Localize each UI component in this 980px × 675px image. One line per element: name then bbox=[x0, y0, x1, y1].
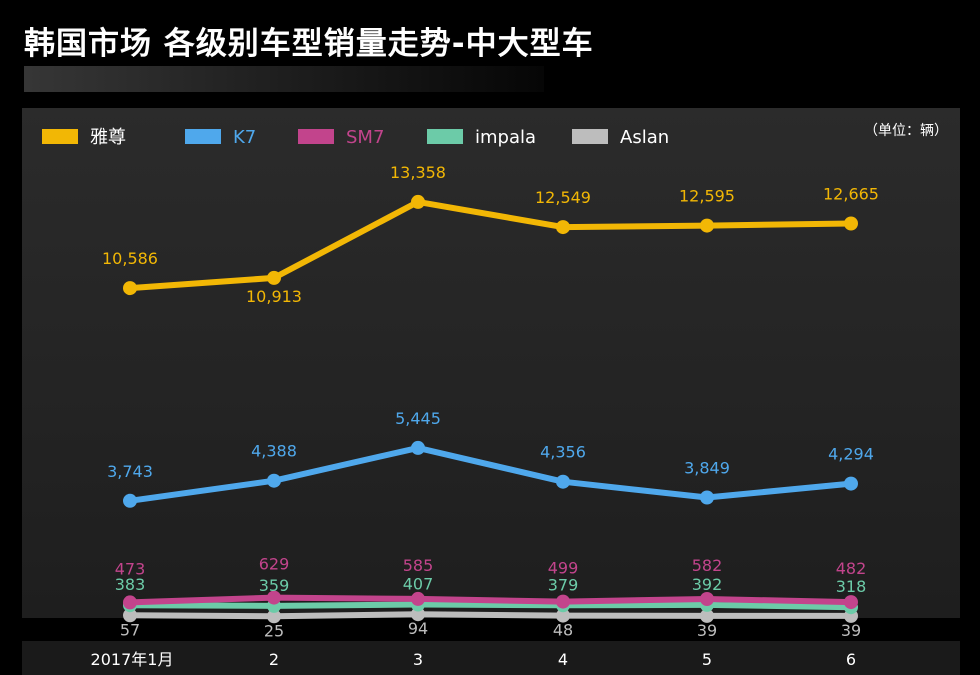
data-point bbox=[556, 220, 570, 235]
data-point bbox=[123, 608, 137, 623]
data-point bbox=[556, 608, 570, 623]
data-label: 10,586 bbox=[102, 249, 158, 268]
data-point bbox=[700, 608, 714, 623]
data-point bbox=[123, 595, 137, 610]
data-label: 39 bbox=[697, 621, 717, 640]
data-point bbox=[411, 440, 425, 455]
data-point bbox=[267, 609, 281, 624]
unit-label: （单位：辆） bbox=[864, 123, 948, 139]
data-label: 3,743 bbox=[107, 462, 153, 481]
series-labels-0: 10,586 10,913 13,358 12,549 12,595 12,665 bbox=[102, 163, 879, 306]
x-axis-strip bbox=[22, 641, 960, 675]
data-point bbox=[844, 595, 858, 610]
x-tick-label: 4 bbox=[558, 650, 568, 669]
data-label: 407 bbox=[403, 575, 434, 594]
legend-label-1: K7 bbox=[233, 127, 256, 148]
data-label: 25 bbox=[264, 621, 284, 640]
data-point bbox=[123, 281, 137, 296]
series-layer: 10,586 10,913 13,358 12,549 12,595 12,665 3,74… bbox=[102, 163, 879, 640]
data-point bbox=[844, 476, 858, 491]
legend-swatch-3 bbox=[427, 129, 463, 144]
data-label: 585 bbox=[403, 556, 434, 575]
data-label: 473 bbox=[115, 559, 146, 578]
series-line-0 bbox=[127, 198, 854, 292]
data-point bbox=[700, 490, 714, 505]
data-label: 12,595 bbox=[679, 187, 735, 206]
data-point bbox=[411, 607, 425, 622]
series-labels-2: 473 629 585 499 582 482 bbox=[115, 555, 867, 579]
series-1 bbox=[123, 440, 858, 508]
data-label: 383 bbox=[115, 575, 146, 594]
data-label: 359 bbox=[259, 576, 290, 595]
data-label: 12,665 bbox=[823, 185, 879, 204]
legend-swatch-0 bbox=[42, 129, 78, 144]
data-label: 13,358 bbox=[390, 163, 446, 182]
x-tick-label: 6 bbox=[846, 650, 856, 669]
legend-label-4: Aslan bbox=[620, 127, 669, 148]
page-title: 韩国市场 各级别车型销量走势-中大型车 bbox=[24, 26, 594, 62]
data-point bbox=[411, 591, 425, 606]
data-label: 379 bbox=[548, 575, 579, 594]
legend-label-3: impala bbox=[475, 127, 536, 148]
x-tick-label: 2017年1月 bbox=[91, 650, 174, 669]
data-label: 5,445 bbox=[395, 409, 441, 428]
series-line-2 bbox=[127, 594, 854, 606]
data-label: 499 bbox=[548, 559, 579, 578]
data-label: 12,549 bbox=[535, 188, 591, 207]
data-point bbox=[844, 216, 858, 231]
series-4 bbox=[123, 607, 858, 624]
data-point bbox=[556, 474, 570, 489]
data-point bbox=[267, 270, 281, 285]
data-label: 582 bbox=[692, 556, 723, 575]
data-point bbox=[267, 590, 281, 605]
data-label: 39 bbox=[841, 621, 861, 640]
data-label: 318 bbox=[836, 577, 867, 596]
data-label: 57 bbox=[120, 620, 140, 639]
series-2 bbox=[123, 590, 858, 610]
data-label: 629 bbox=[259, 555, 290, 574]
data-point bbox=[267, 473, 281, 488]
data-point bbox=[700, 218, 714, 233]
data-label: 10,913 bbox=[246, 287, 302, 306]
data-point bbox=[700, 592, 714, 606]
data-point bbox=[123, 493, 137, 508]
legend-label-0: 雅尊 bbox=[90, 127, 126, 148]
x-tick-label: 3 bbox=[413, 650, 423, 669]
series-labels-4: 57 25 94 48 39 39 bbox=[120, 619, 861, 640]
series-labels-1: 3,743 4,388 5,445 4,356 3,849 4,294 bbox=[107, 409, 874, 481]
x-axis: 2017年1月 2 3 4 5 6 bbox=[91, 650, 857, 669]
series-line-4 bbox=[127, 611, 854, 620]
legend-label-2: SM7 bbox=[346, 127, 384, 148]
data-label: 4,356 bbox=[540, 443, 586, 462]
data-point bbox=[411, 194, 425, 209]
series-line-1 bbox=[127, 444, 854, 504]
legend-swatch-2 bbox=[298, 129, 334, 144]
data-label: 3,849 bbox=[684, 459, 730, 478]
data-label: 48 bbox=[553, 621, 573, 640]
x-tick-label: 5 bbox=[702, 650, 712, 669]
legend-swatch-4 bbox=[572, 129, 608, 144]
x-tick-label: 2 bbox=[269, 650, 279, 669]
series-0 bbox=[123, 194, 858, 296]
legend-swatch-1 bbox=[185, 129, 221, 144]
series-labels-3: 383 359 407 379 392 318 bbox=[115, 575, 867, 597]
legend: 雅尊 K7 SM7 impala Aslan bbox=[42, 127, 669, 148]
data-label: 482 bbox=[836, 559, 867, 578]
data-label: 94 bbox=[408, 619, 428, 638]
data-point bbox=[556, 594, 570, 609]
data-label: 4,294 bbox=[828, 445, 874, 464]
title-underline bbox=[24, 66, 544, 92]
chart-panel bbox=[22, 108, 960, 618]
data-label: 4,388 bbox=[251, 442, 297, 461]
data-label: 392 bbox=[692, 575, 723, 594]
series-line-3 bbox=[127, 601, 854, 611]
